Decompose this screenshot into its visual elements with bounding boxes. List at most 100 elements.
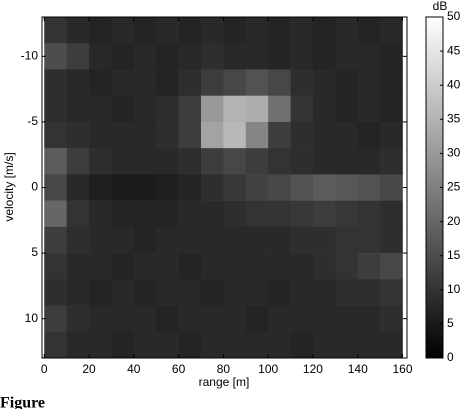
heatmap-cell [312, 226, 336, 254]
heatmap-cell [200, 305, 224, 333]
heatmap-cell [133, 121, 157, 149]
heatmap-cell [357, 148, 381, 175]
heatmap-cell [223, 43, 247, 70]
heatmap-cell [44, 17, 67, 44]
heatmap-cell [380, 17, 403, 44]
heatmap-cell [312, 200, 336, 228]
heatmap-cell [200, 331, 224, 359]
heatmap-cell [312, 279, 336, 306]
heatmap-cell [380, 43, 403, 70]
heatmap-cell [89, 121, 112, 149]
heatmap-cell [156, 279, 179, 306]
x-tick-label: 140 [348, 362, 368, 376]
heatmap-cell [133, 43, 157, 70]
heatmap-cell [89, 69, 112, 96]
heatmap-cell [290, 43, 314, 70]
heatmap-cell [89, 174, 112, 201]
heatmap-cell [223, 226, 247, 254]
heatmap-cell [290, 17, 314, 44]
heatmap-cell [133, 305, 157, 333]
heatmap-cell [178, 279, 202, 306]
heatmap-cell [380, 200, 403, 228]
heatmap-cell [156, 43, 179, 70]
heatmap-cell [66, 200, 90, 228]
heatmap-cell [156, 226, 179, 254]
heatmap-cell [133, 226, 157, 254]
y-tick-label: 5 [31, 245, 38, 259]
heatmap-cell [245, 121, 269, 149]
heatmap-cell [380, 305, 403, 333]
heatmap-cell [178, 226, 202, 254]
heatmap-cell [178, 200, 202, 228]
heatmap-cell [89, 253, 112, 280]
heatmap-cell [89, 305, 112, 333]
heatmap-cell [111, 148, 135, 175]
heatmap-cell [66, 43, 90, 70]
heatmap-cell [178, 121, 202, 149]
x-tick-label: 160 [393, 362, 413, 376]
heatmap-cell [335, 95, 359, 123]
heatmap-cell [156, 121, 179, 149]
colorbar-tick-label: 5 [447, 316, 454, 330]
heatmap-cell [223, 69, 247, 96]
heatmap-cell [290, 69, 314, 96]
x-axis-label: range [m] [199, 375, 250, 389]
y-tick-label: 10 [25, 311, 39, 325]
heatmap-cell [200, 69, 224, 96]
heatmap-cell [133, 200, 157, 228]
heatmap-cell [66, 148, 90, 175]
x-tick-label: 100 [258, 362, 278, 376]
heatmap-cell [111, 174, 135, 201]
heatmap-cell [66, 121, 90, 149]
heatmap-cell [312, 17, 336, 44]
heatmap-cell [223, 279, 247, 306]
heatmap-cell [268, 226, 291, 254]
colorbar-tick-label: 45 [447, 43, 461, 57]
heatmap-cell [66, 305, 90, 333]
colorbar-tick-label: 25 [447, 180, 461, 194]
heatmap-cell [312, 43, 336, 70]
heatmap-cell [200, 200, 224, 228]
x-tick-label: 120 [303, 362, 323, 376]
heatmap-cell [200, 95, 224, 123]
heatmap-cell [268, 253, 291, 280]
heatmap-cell [133, 331, 157, 359]
heatmap-cell [223, 331, 247, 359]
heatmap-cell [178, 17, 202, 44]
heatmap-cell [335, 200, 359, 228]
heatmap-cell [44, 174, 67, 201]
x-tick-label: 20 [82, 362, 96, 376]
heatmap-cell [312, 253, 336, 280]
heatmap-cell [200, 174, 224, 201]
heatmap-cell [357, 226, 381, 254]
heatmap-cell [268, 279, 291, 306]
heatmap-cell [111, 305, 135, 333]
colorbar-tick-label: 35 [447, 111, 461, 125]
heatmap-cell [200, 17, 224, 44]
heatmap-cell [111, 121, 135, 149]
heatmap-cell [133, 174, 157, 201]
heatmap-cell [357, 95, 381, 123]
heatmap-cell [156, 148, 179, 175]
heatmap-cell [178, 253, 202, 280]
heatmap-cell [268, 174, 291, 201]
heatmap-cell [44, 148, 67, 175]
heatmap-cell [66, 17, 90, 44]
colorbar-tick-label: 50 [447, 9, 461, 23]
heatmap-cell [290, 331, 314, 359]
heatmap-cell [111, 331, 135, 359]
colorbar-tick-label: 30 [447, 146, 461, 160]
colorbar-label: dB [433, 0, 448, 13]
heatmap-cell [44, 226, 67, 254]
heatmap-cell [89, 200, 112, 228]
heatmap-cell [156, 69, 179, 96]
heatmap-cell [335, 305, 359, 333]
y-axis-label: velocity [m/s] [2, 152, 16, 221]
heatmap-cell [66, 331, 90, 359]
heatmap-cell [223, 95, 247, 123]
heatmap-cell [245, 174, 269, 201]
heatmap-cell [133, 69, 157, 96]
caption: Figure [0, 395, 45, 409]
heatmap-cell [245, 43, 269, 70]
heatmap-cell [156, 174, 179, 201]
